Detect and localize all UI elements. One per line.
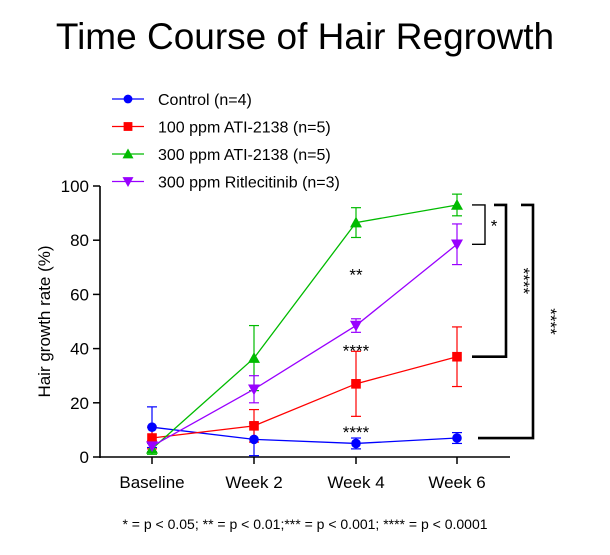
significance-label: ** [349,266,363,285]
significance-bracket [478,203,535,440]
series-2-point [351,379,361,389]
series-4-line [151,243,458,447]
series-2-point [249,421,259,431]
legend-label: 100 ppm ATI-2138 (n=5) [158,120,331,137]
series-1-point [249,434,259,445]
legend-marker [122,177,134,187]
legend-label: Control (n=4) [158,92,252,109]
significance-footnote: * = p < 0.05; ** = p < 0.01;*** = p < 0.… [122,516,488,532]
significance-label: **** [343,342,370,361]
series-1-line [151,426,458,445]
legend-label: 300 ppm ATI-2138 (n=5) [158,147,331,164]
y-tick-label: 20 [70,394,89,413]
y-tick-label: 40 [70,340,89,359]
y-tick-label: 60 [70,285,89,304]
series-4-point [146,441,158,453]
legend-marker [122,148,134,159]
series-4-point [248,384,260,396]
chart-title: Time Course of Hair Regrowth [55,16,555,57]
series-2-point [452,351,462,362]
series-3-point [248,352,260,363]
y-tick-label: 100 [61,177,89,196]
legend-marker [123,94,133,104]
series-2-line [151,356,458,439]
significance-label: **** [343,423,370,442]
bracket-label: **** [514,268,533,295]
y-axis-label: Hair growth rate (%) [35,245,54,397]
series-4-point [451,239,463,251]
significance-bracket [472,203,508,359]
series-1-point [351,438,361,449]
y-tick-label: 0 [80,448,89,467]
legend-marker [123,122,133,131]
x-tick-label: Baseline [119,473,184,492]
bracket-label: * [491,217,498,236]
series-1-point [452,433,462,443]
series-3-point [350,216,362,228]
series-3-point [451,198,463,210]
legend-label: 300 ppm Ritlecitinib (n=3) [158,175,340,192]
x-tick-label: Week 6 [428,473,485,492]
series-3-line [151,204,458,450]
y-tick-label: 80 [70,231,89,250]
x-tick-label: Week 2 [225,473,282,492]
series-1-point [147,422,157,432]
significance-bracket [472,204,486,245]
x-tick-label: Week 4 [327,473,384,492]
bracket-label: **** [541,308,560,335]
series-4-point [350,320,362,332]
series-2-point [147,433,157,443]
